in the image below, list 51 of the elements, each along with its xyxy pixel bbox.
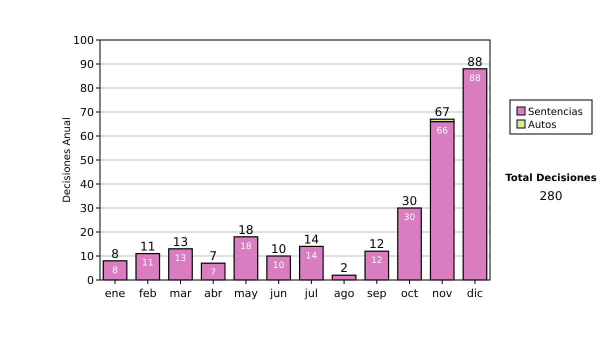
x-tick-label: sep <box>367 287 387 300</box>
x-tick-label: jul <box>304 287 318 300</box>
data-label: 14 <box>306 251 318 262</box>
y-tick-label: 0 <box>87 274 94 287</box>
total-label: 8 <box>111 246 119 261</box>
data-label: 30 <box>404 213 416 223</box>
legend-label: Sentencias <box>528 107 583 118</box>
data-label: 13 <box>174 254 186 264</box>
x-tick-label: may <box>234 287 258 300</box>
total-label: 14 <box>304 232 319 246</box>
x-tick-label: abr <box>204 287 223 300</box>
y-tick-label: 100 <box>73 34 94 47</box>
total-label: 10 <box>271 242 286 256</box>
data-label: 12 <box>371 256 383 266</box>
data-label: 10 <box>272 261 285 271</box>
y-tick-label: 20 <box>80 226 94 239</box>
data-label: 88 <box>469 74 481 84</box>
y-tick-label: 50 <box>80 154 94 167</box>
x-tick-label: nov <box>432 287 453 300</box>
y-tick-label: 10 <box>80 250 94 263</box>
x-tick-label: mar <box>169 287 192 300</box>
total-label: 12 <box>369 237 384 252</box>
data-label: 18 <box>240 242 252 252</box>
data-label: 11 <box>142 258 154 269</box>
y-axis-title: Decisiones Anual <box>62 117 73 203</box>
x-tick-label: ago <box>334 287 355 300</box>
total-label: 18 <box>238 222 254 237</box>
total-label: 67 <box>434 105 450 120</box>
y-tick-label: 80 <box>80 82 94 95</box>
y-tick-label: 60 <box>80 130 94 143</box>
y-tick-label: 90 <box>80 58 94 71</box>
data-label: 7 <box>210 268 216 278</box>
x-tick-label: jun <box>269 287 288 300</box>
text: 280 <box>540 189 562 203</box>
total-label: 13 <box>172 234 188 249</box>
data-label: 8 <box>112 266 118 276</box>
total-label: 11 <box>140 240 156 254</box>
x-tick-label: feb <box>138 287 157 300</box>
x-tick-label: dic <box>466 287 483 300</box>
total-label: 7 <box>209 249 218 264</box>
total-label: 30 <box>402 194 418 208</box>
x-tick-label: ene <box>104 287 126 300</box>
y-tick-label: 70 <box>80 106 94 119</box>
y-tick-label: 40 <box>80 178 94 191</box>
x-tick-label: oct <box>400 287 419 300</box>
legend-label: Autos <box>528 120 556 131</box>
total-label: 2 <box>340 261 348 276</box>
total-label: 88 <box>467 54 483 69</box>
text: Total Decisiones <box>505 173 597 184</box>
y-tick-label: 30 <box>80 202 94 215</box>
data-label: 66 <box>436 126 448 137</box>
